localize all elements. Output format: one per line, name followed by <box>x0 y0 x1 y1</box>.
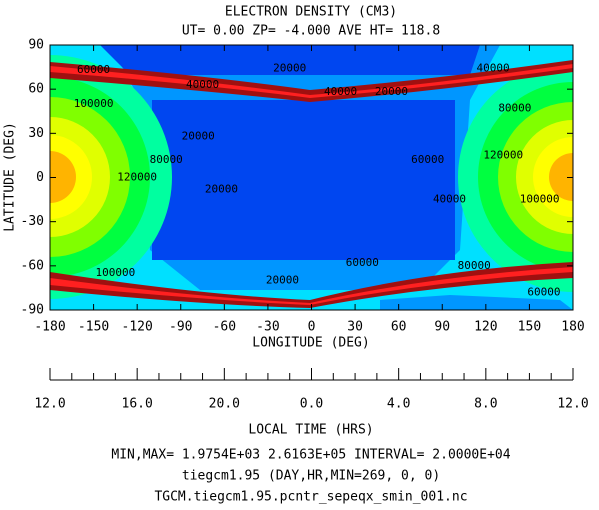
contour-label: 80000 <box>150 153 183 166</box>
contour-label: 40000 <box>186 78 219 91</box>
x-tick-label: 0 <box>308 320 316 335</box>
chart-subtitle: UT= 0.00 ZP= -4.000 AVE HT= 118.8 <box>182 24 440 39</box>
footer-line: tiegcm1.95 (DAY,HR,MIN=269, 0, 0) <box>182 469 440 484</box>
contour-label: 60000 <box>346 256 379 269</box>
lt-tick-label: 8.0 <box>474 397 497 412</box>
chart-title: ELECTRON DENSITY (CM3) <box>225 5 397 20</box>
contour-label: 20000 <box>273 62 306 75</box>
lt-tick-label: 12.0 <box>34 397 65 412</box>
contour-label: 20000 <box>375 85 408 98</box>
contour-label: 80000 <box>458 259 491 272</box>
y-tick-label: 0 <box>36 170 44 185</box>
contour-label: 20000 <box>182 129 215 142</box>
lt-tick-label: 20.0 <box>209 397 240 412</box>
x-tick-label: -60 <box>213 320 236 335</box>
contour-label: 20000 <box>205 182 238 195</box>
y-tick-label: 30 <box>28 126 44 141</box>
y-tick-label: -30 <box>21 214 44 229</box>
contour-label: 80000 <box>498 101 531 114</box>
contour-label: 100000 <box>96 266 136 279</box>
x-tick-label: 60 <box>391 320 407 335</box>
x-tick-label: 180 <box>561 320 584 335</box>
y-axis-label: LATITUDE (DEG) <box>3 122 18 232</box>
y-tick-label: 90 <box>28 38 44 53</box>
lt-tick-label: 16.0 <box>122 397 153 412</box>
x-tick-label: 120 <box>474 320 497 335</box>
contour-label: 40000 <box>477 62 510 75</box>
lt-axis-label: LOCAL TIME (HRS) <box>248 423 373 438</box>
contour-label: 40000 <box>433 193 466 206</box>
contour-label: 120000 <box>117 171 157 184</box>
contour-label: 100000 <box>520 193 560 206</box>
x-tick-label: -30 <box>256 320 279 335</box>
contour-label: 40000 <box>324 85 357 98</box>
contour-label: 60000 <box>527 285 560 298</box>
x-tick-label: 90 <box>434 320 450 335</box>
x-tick-label: 30 <box>347 320 363 335</box>
contour-label: 100000 <box>74 97 114 110</box>
x-tick-label: -180 <box>34 320 65 335</box>
lt-tick-label: 12.0 <box>557 397 588 412</box>
contour-label: 120000 <box>483 148 523 161</box>
lt-tick-label: 4.0 <box>387 397 410 412</box>
x-axis-label: LONGITUDE (DEG) <box>252 336 369 351</box>
footer-line: MIN,MAX= 1.9754E+03 2.6163E+05 INTERVAL=… <box>111 448 510 463</box>
y-tick-label: -90 <box>21 303 44 318</box>
y-tick-label: 60 <box>28 82 44 97</box>
lt-tick-label: 0.0 <box>300 397 323 412</box>
x-tick-label: 150 <box>518 320 541 335</box>
footer-line: TGCM.tiegcm1.95.pcntr_sepeqx_smin_001.nc <box>154 490 467 505</box>
x-tick-label: -120 <box>122 320 153 335</box>
contour-label: 20000 <box>266 274 299 287</box>
contour-label: 60000 <box>77 63 110 76</box>
x-tick-label: -90 <box>169 320 192 335</box>
contour-label: 60000 <box>411 153 444 166</box>
y-tick-label: -60 <box>21 258 44 273</box>
x-tick-label: -150 <box>78 320 109 335</box>
contour-fill <box>50 45 573 310</box>
